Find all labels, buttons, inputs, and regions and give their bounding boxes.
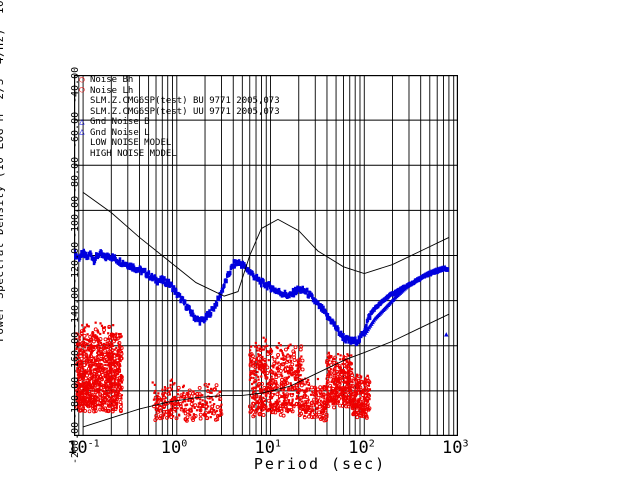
x-axis-tick-exponent: 1 xyxy=(275,438,282,450)
x-axis-tick-mantissa: 10 xyxy=(254,438,276,458)
legend-item-label: HIGH NOISE MODEL xyxy=(90,148,177,159)
legend-item-label: LOW NOISE MODEL xyxy=(90,138,172,148)
legend-circle-marker-icon: ○ xyxy=(79,74,85,85)
x-axis-tick-mantissa: 10 xyxy=(67,438,88,458)
legend-triangle-marker-icon: △ xyxy=(79,127,85,138)
legend-item: △ Gnd Noise B xyxy=(74,117,280,128)
y-axis-tick: -60.00 xyxy=(70,112,81,149)
legend-item-label: SLM.Z.CMG6SP(test) BU 9771 2005,073 xyxy=(90,96,280,106)
legend-item: ○ Noise Bh xyxy=(74,75,280,86)
legend-item: HIGH NOISE MODEL xyxy=(74,149,280,160)
y-axis-tick: -140.00 xyxy=(70,286,81,329)
x-axis-tick-mantissa: 10 xyxy=(442,438,463,458)
legend-item: △ Gnd Noise L xyxy=(74,128,280,139)
legend-circle-marker-icon: ○ xyxy=(79,85,85,96)
x-axis-tick-exponent: -1 xyxy=(87,438,100,450)
y-axis-title: Power Spectral Density (10*LOG M**2/S**4… xyxy=(0,0,6,398)
plot-area: ○ Noise Bh ○ Noise Lh SLM.Z.CMG6SP(test) BU … xyxy=(74,75,458,436)
x-axis-tick-exponent: 0 xyxy=(181,438,188,450)
legend-item-label: Noise Bh xyxy=(90,75,134,85)
y-axis-tick: -40.00 xyxy=(70,66,81,103)
y-axis-tick: -120.00 xyxy=(70,241,81,284)
y-axis-tick: -100.00 xyxy=(70,196,81,239)
legend-item-label: Gnd Noise L xyxy=(90,127,150,138)
legend-triangle-marker-icon: △ xyxy=(79,116,85,127)
y-axis-tick: -80.00 xyxy=(70,157,81,194)
legend-item: SLM.Z.CMG6SP(test) BU 9771 2005,073 xyxy=(74,96,280,107)
x-axis-tick-mantissa: 10 xyxy=(160,438,182,458)
x-axis-tick-exponent: 3 xyxy=(462,438,469,450)
x-axis-tick: 10-1 xyxy=(67,438,100,458)
y-axis-tick: -160.00 xyxy=(70,331,81,374)
y-axis-tick: -180.00 xyxy=(70,376,81,419)
x-axis-tick-mantissa: 10 xyxy=(348,438,369,458)
legend-item-label: Gnd Noise B xyxy=(90,117,150,127)
legend-item: ○ Noise Lh xyxy=(74,86,280,97)
legend-item-label: Noise Lh xyxy=(90,85,134,96)
x-axis-title: Period (sec) xyxy=(253,455,387,473)
chart-legend: ○ Noise Bh ○ Noise Lh SLM.Z.CMG6SP(test) BU … xyxy=(74,75,280,160)
x-axis-tick: 100 xyxy=(161,438,188,458)
legend-item: SLM.Z.CMG6SP(test) UU 9771 2005,073 xyxy=(74,107,280,118)
legend-item: LOW NOISE MODEL xyxy=(74,138,280,149)
x-axis-tick: 102 xyxy=(348,438,375,458)
plot-canvas xyxy=(74,75,458,436)
x-axis-tick-exponent: 2 xyxy=(368,438,375,450)
x-axis-tick: 101 xyxy=(255,438,282,458)
x-axis-tick: 103 xyxy=(442,438,469,458)
y-axis-title-text: Power Spectral Density (10*LOG M**2/S**4… xyxy=(0,0,6,342)
legend-item-label: SLM.Z.CMG6SP(test) UU 9771 2005,073 xyxy=(90,106,280,117)
